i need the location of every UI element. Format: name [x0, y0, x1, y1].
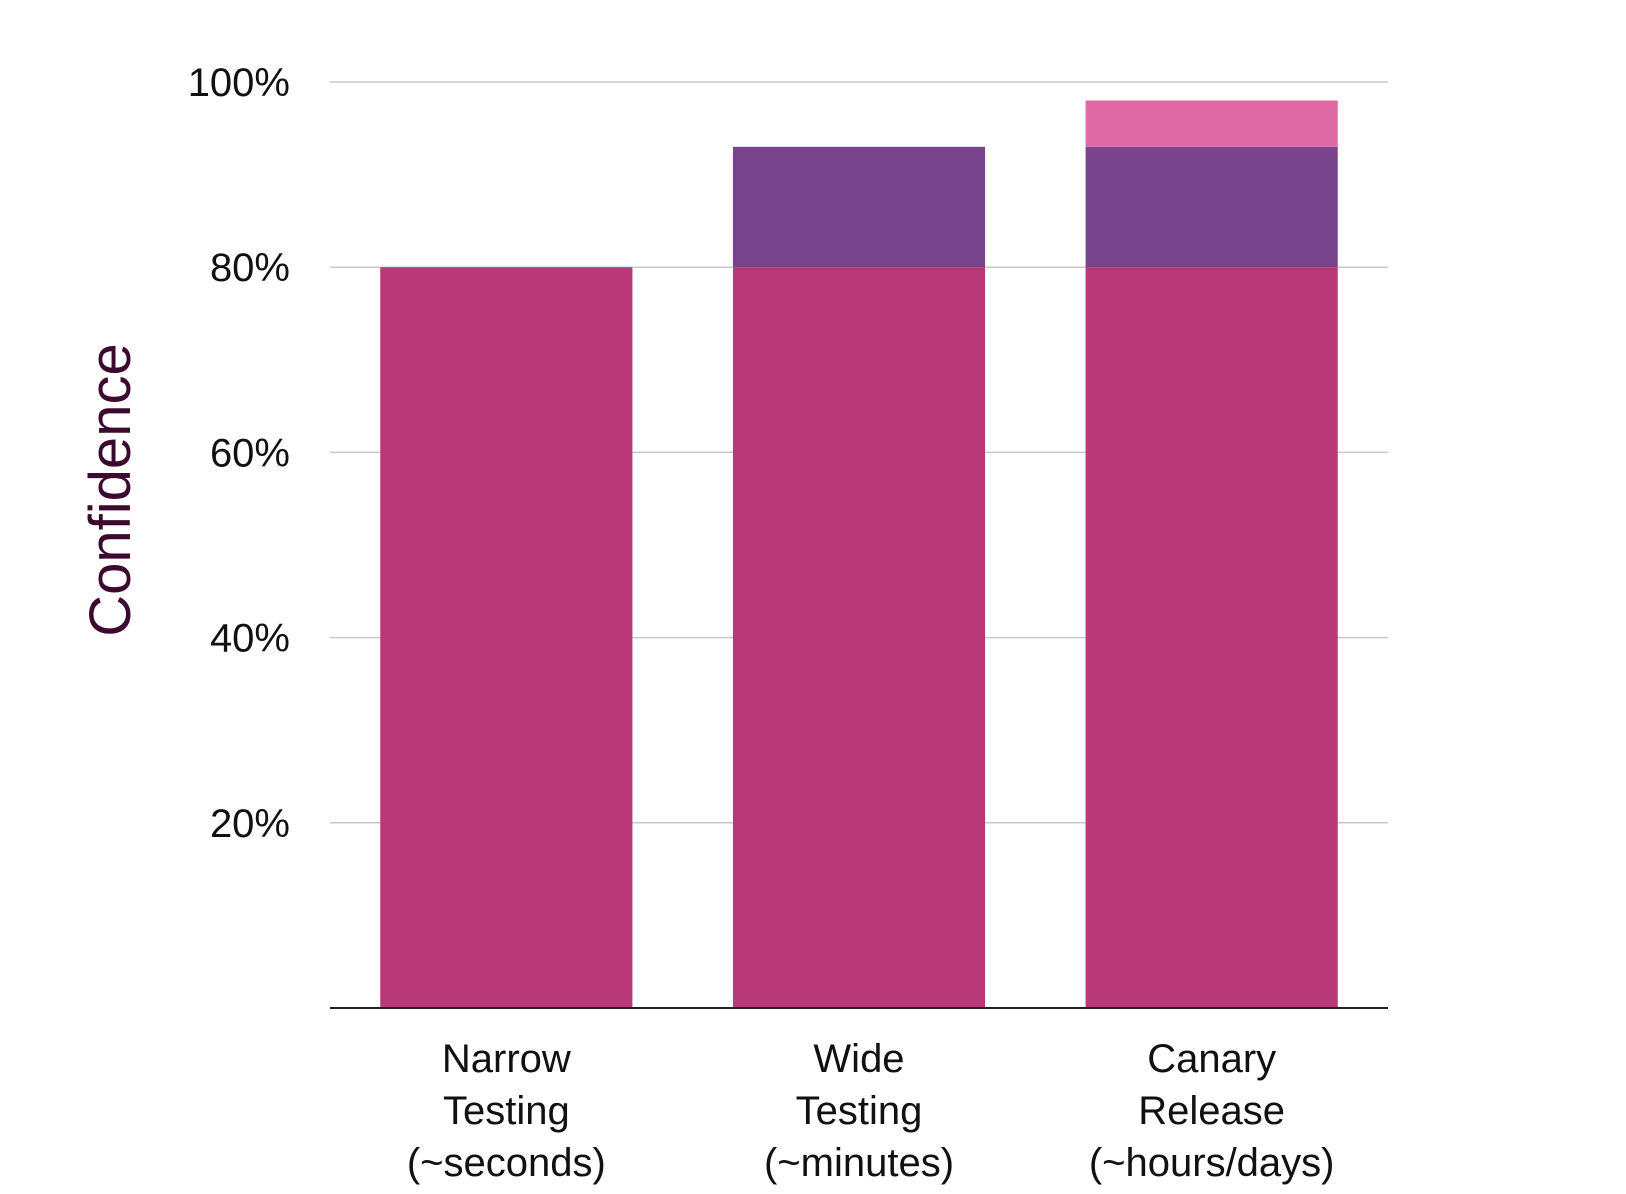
bar-cat2-segment2 [732, 146, 986, 268]
y-tick-label-100: 100% [188, 61, 290, 105]
bars [380, 100, 1338, 1008]
x-category-label-line: Canary [1147, 1037, 1276, 1081]
y-tick-label-20: 20% [210, 802, 290, 846]
bar-cat3-segment2 [1085, 146, 1338, 268]
x-category-label-1: Narrow Testing (~seconds) [407, 1037, 606, 1185]
x-category-label-line: Release [1138, 1089, 1285, 1133]
x-category-label-line: (~minutes) [764, 1141, 954, 1185]
bar-cat3-segment1 [1085, 267, 1338, 1008]
x-category-label-2: Wide Testing (~minutes) [764, 1037, 954, 1185]
x-category-label-line: Wide [813, 1037, 904, 1081]
bar-cat1-segment1 [380, 267, 633, 1008]
bar-cat2-segment1 [732, 267, 986, 1008]
x-category-label-line: Testing [796, 1089, 923, 1133]
y-tick-labels: 20% 40% 60% 80% 100% [188, 61, 290, 846]
x-category-label-3: Canary Release (~hours/days) [1089, 1037, 1335, 1185]
y-tick-label-80: 80% [210, 246, 290, 290]
bar-cat3-segment3 [1085, 100, 1338, 147]
y-tick-label-60: 60% [210, 431, 290, 475]
x-category-labels: Narrow Testing (~seconds) Wide Testing (~minu… [407, 1037, 1335, 1185]
x-category-label-line: Testing [443, 1089, 570, 1133]
x-category-label-line: (~hours/days) [1089, 1141, 1335, 1185]
y-tick-label-40: 40% [210, 617, 290, 661]
y-axis-title: Confidence [78, 343, 143, 636]
x-category-label-line: Narrow [442, 1037, 571, 1081]
x-category-label-line: (~seconds) [407, 1141, 606, 1185]
